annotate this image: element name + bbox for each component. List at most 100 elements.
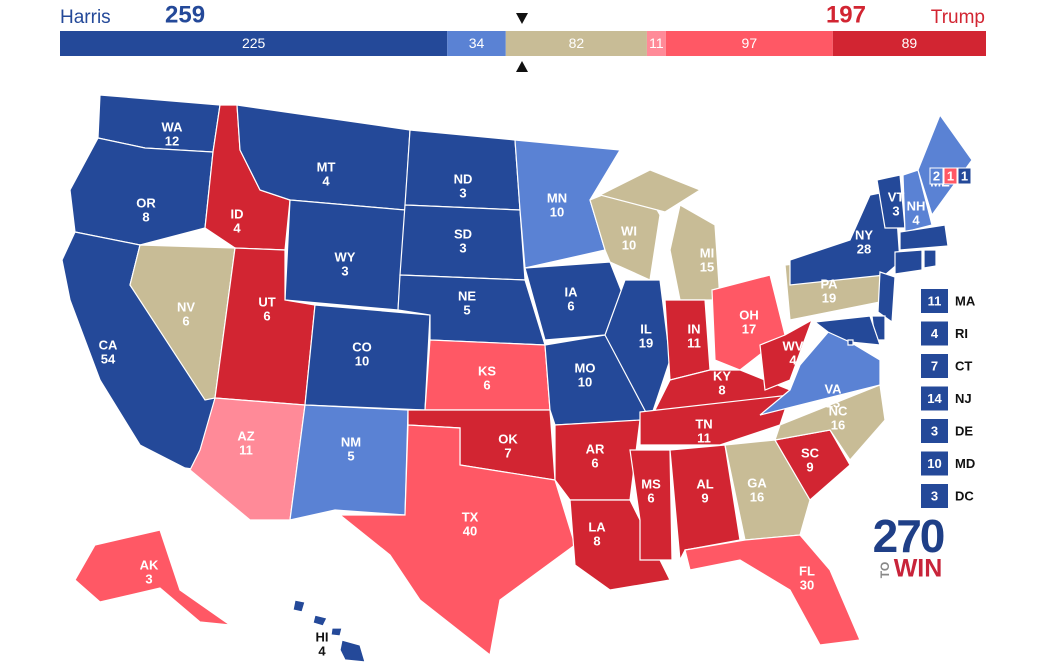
state-abbr: CO [352, 339, 372, 354]
state-votes: 7 [504, 445, 511, 460]
state-abbr: MT [317, 159, 336, 174]
bar-segment [665, 31, 833, 56]
state-shape [604, 279, 671, 422]
district-votes: 1 [961, 168, 968, 183]
small-state-votes: 4 [931, 326, 939, 341]
labels: WA12OR8CA54ID4NV6MT4WY3UT6AZ11CO10NM5ND3… [99, 119, 972, 658]
state-votes: 3 [341, 263, 348, 278]
bar-segment [447, 31, 506, 56]
state-shape [923, 249, 937, 269]
small-state-abbr: NJ [955, 391, 972, 406]
state-votes: 54 [101, 351, 116, 366]
state-votes: 13 [826, 395, 840, 410]
state-abbr: MS [641, 476, 661, 491]
state-shape [724, 439, 811, 541]
right-total: 197 [826, 1, 866, 28]
state-votes: 16 [831, 417, 845, 432]
state-abbr: NM [341, 434, 361, 449]
state-votes: 4 [322, 173, 330, 188]
state-abbr: VA [824, 381, 842, 396]
district-box [957, 167, 972, 185]
marker-bottom [516, 61, 528, 72]
state-votes: 28 [857, 241, 871, 256]
small-state-abbr: MD [955, 456, 975, 471]
state-votes: 12 [165, 133, 179, 148]
small-state-votes: 7 [931, 358, 938, 373]
state-votes: 9 [806, 459, 813, 474]
state-abbr: WV [783, 338, 804, 353]
district-box [943, 167, 958, 185]
state-votes: 10 [550, 204, 564, 219]
states [61, 94, 973, 663]
segment-label: 82 [569, 35, 585, 51]
district-votes: 2 [933, 168, 940, 183]
state-votes: 4 [789, 352, 797, 367]
small-state-box [921, 321, 948, 346]
small-state-box [921, 419, 948, 443]
state-votes: 9 [701, 490, 708, 505]
state-abbr: OH [739, 307, 759, 322]
small-state-abbr: MA [955, 293, 976, 308]
small-state-boxes: 11 MA 4 RI 7 CT 14 NJ 3 DE 10 MD 3 DC [921, 289, 976, 508]
state-shape [129, 244, 236, 401]
state-abbr: SC [801, 445, 820, 460]
state-abbr: NY [855, 227, 873, 242]
state-abbr: GA [747, 475, 767, 490]
state-shape [69, 137, 214, 246]
small-state-abbr: DE [955, 423, 973, 438]
state-votes: 6 [647, 490, 654, 505]
state-abbr: KS [478, 363, 496, 378]
state-shape [877, 271, 896, 324]
state-abbr: NH [907, 198, 926, 213]
small-state-box [921, 289, 948, 313]
state-votes: 3 [459, 240, 466, 255]
state-votes: 10 [578, 374, 592, 389]
state-votes: 19 [822, 290, 836, 305]
state-abbr: PA [820, 276, 838, 291]
state-abbr: KY [713, 368, 731, 383]
state-votes: 11 [697, 430, 711, 445]
state-abbr: AL [696, 476, 713, 491]
state-shape [569, 499, 671, 591]
state-abbr: AR [586, 441, 605, 456]
state-abbr: AZ [237, 428, 254, 443]
district-box [929, 167, 944, 185]
state-abbr: TN [695, 416, 712, 431]
state-votes: 40 [463, 523, 477, 538]
state-abbr: IN [688, 321, 701, 336]
state-abbr: AK [140, 557, 159, 572]
state-abbr: UT [258, 294, 275, 309]
state-abbr: MN [547, 190, 567, 205]
state-votes: 11 [239, 442, 253, 457]
state-shape [759, 318, 814, 391]
state-votes: 8 [142, 209, 149, 224]
bar-segment [505, 31, 647, 56]
small-state-box [921, 484, 948, 508]
state-votes: 6 [483, 377, 490, 392]
small-state-box [921, 451, 948, 476]
bar-segment [832, 31, 986, 56]
state-abbr: IA [565, 284, 579, 299]
state-shape [899, 224, 949, 251]
state-abbr: TX [462, 509, 479, 524]
state-votes: 4 [318, 643, 326, 658]
state-abbr: CA [99, 337, 118, 352]
state-shape [894, 249, 923, 275]
state-votes: 8 [718, 382, 725, 397]
state-votes: 5 [347, 448, 354, 463]
small-state-votes: 14 [927, 391, 942, 406]
small-state-abbr: CT [955, 358, 972, 373]
state-shape [902, 169, 933, 233]
state-abbr: IL [640, 321, 652, 336]
state-shape [74, 529, 233, 626]
state-shape [289, 404, 409, 521]
state-abbr: WI [621, 223, 637, 238]
marker-top [516, 13, 528, 24]
state-votes: 8 [593, 533, 600, 548]
state-votes: 30 [800, 577, 814, 592]
state-shape [338, 424, 576, 657]
small-state-votes: 11 [928, 293, 942, 308]
state-shape [847, 339, 854, 346]
